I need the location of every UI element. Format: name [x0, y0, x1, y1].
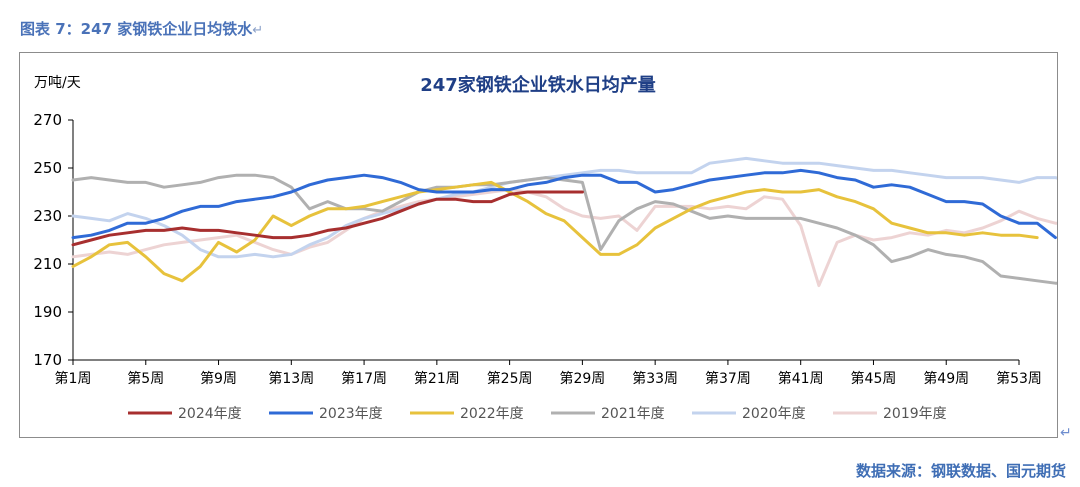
x-tick-label: 第25周 [487, 370, 533, 387]
y-tick-label: 270 [33, 111, 62, 129]
series-line-2019年度 [71, 188, 1080, 288]
chart-title: 247家钢铁企业铁水日均产量 [420, 74, 656, 96]
source-note: 数据来源：钢联数据、国元期货 [855, 462, 1066, 480]
y-tick-label: 210 [33, 255, 62, 273]
x-tick-label: 第9周 [200, 370, 237, 387]
x-tick-label: 第33周 [632, 370, 678, 387]
figure-caption: 图表 7：247 家钢铁企业日均铁水↵ [20, 18, 263, 39]
chart-svg: 247家钢铁企业铁水日均产量 万吨/天 170 190 210 230 250 270 第1周 第… [33, 74, 1080, 422]
y-axis-unit-label: 万吨/天 [34, 75, 81, 91]
y-tick-label: 250 [33, 159, 62, 177]
x-tick-label: 第45周 [851, 370, 897, 387]
x-tick-label: 第53周 [996, 370, 1042, 387]
x-tick-label: 第37周 [705, 370, 751, 387]
series-line-2024年度 [71, 190, 584, 247]
y-tick-label: 170 [33, 351, 62, 369]
x-tick-label: 第21周 [414, 370, 460, 387]
series-line-2021年度 [71, 173, 1080, 286]
figure-caption-text: 图表 7：247 家钢铁企业日均铁水 [20, 20, 253, 38]
x-tick-label: 第5周 [127, 370, 164, 387]
legend-label: 2021年度 [601, 406, 665, 422]
legend-label: 2020年度 [742, 406, 806, 422]
legend-label: 2022年度 [460, 406, 524, 422]
y-tick-label: 230 [33, 207, 62, 225]
series-line-2020年度 [71, 156, 1080, 259]
x-tick-label: 第49周 [923, 370, 969, 387]
series-line-2023年度 [71, 168, 1057, 240]
chart-frame: 247家钢铁企业铁水日均产量 万吨/天 170 190 210 230 250 270 第1周 第… [19, 52, 1080, 438]
series-line-2022年度 [71, 180, 1039, 283]
return-mark: ↵ [252, 23, 264, 38]
x-tick-label: 第29周 [559, 370, 605, 387]
legend-label: 2019年度 [883, 406, 947, 422]
y-tick-label: 190 [33, 303, 62, 321]
frame-return-mark: ↵ [1060, 425, 1072, 441]
x-tick-label: 第13周 [268, 370, 314, 387]
x-tick-label: 第1周 [55, 370, 92, 387]
legend-label: 2023年度 [319, 406, 383, 422]
x-tick-label: 第41周 [778, 370, 824, 387]
x-tick-label: 第17周 [341, 370, 387, 387]
legend-label: 2024年度 [178, 406, 242, 422]
